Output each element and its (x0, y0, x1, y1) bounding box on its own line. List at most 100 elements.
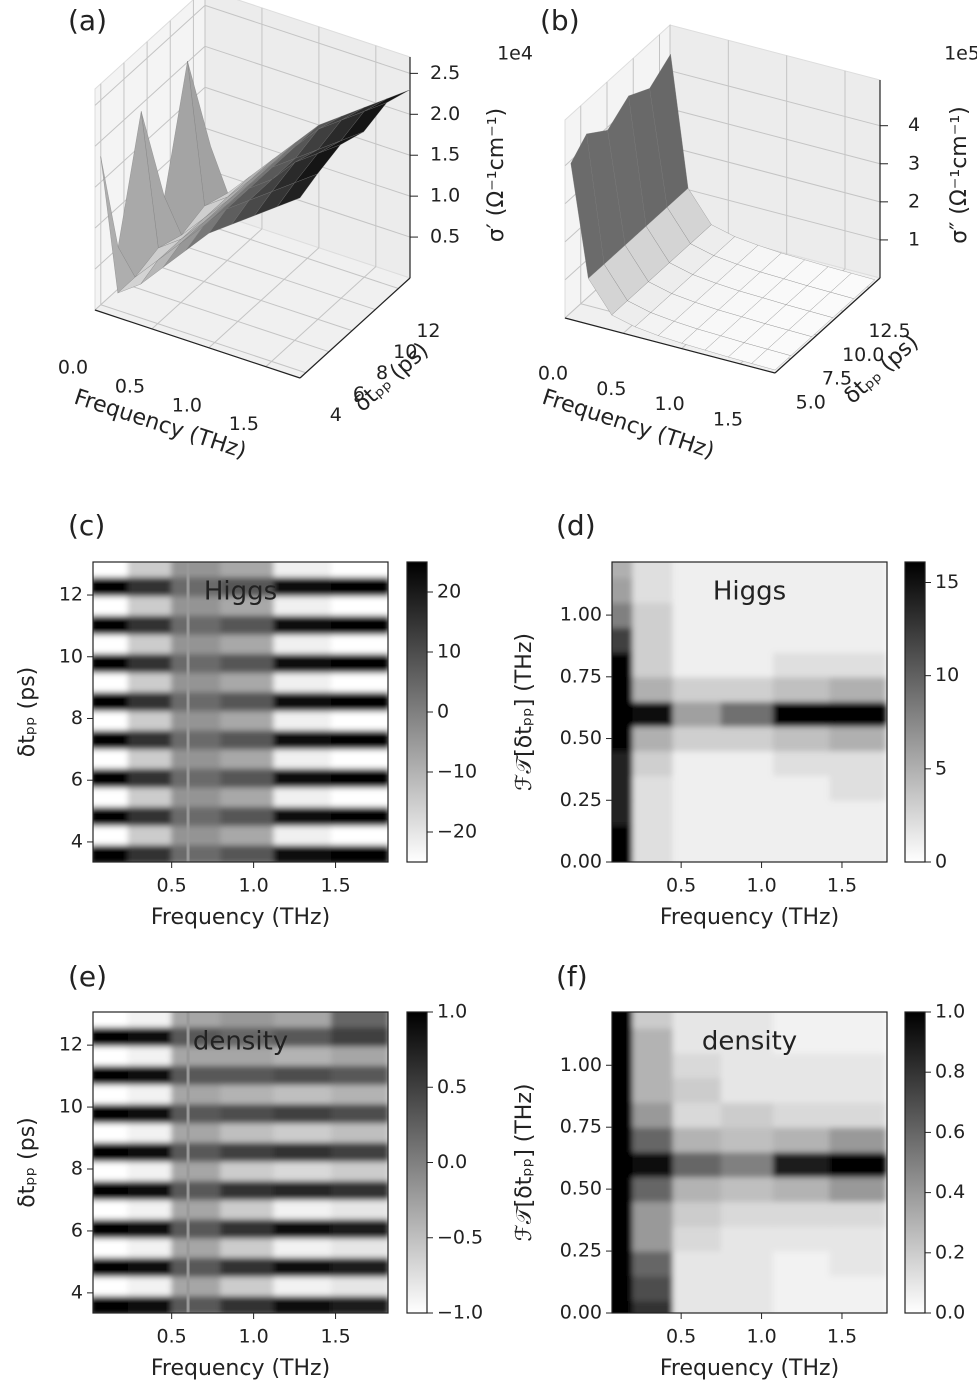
heatmap-cell (330, 562, 388, 578)
heatmap-cell (829, 1101, 887, 1128)
x-tick-label: 0.5 (157, 1326, 187, 1348)
heatmap-cell (632, 651, 674, 678)
heatmap-cell (672, 725, 722, 752)
y-tick-label: 4 (71, 1281, 83, 1303)
heatmap-cell (773, 750, 831, 777)
heatmap-cell (220, 1295, 275, 1313)
heatmap-cell (632, 602, 674, 628)
heatmap-cell (720, 562, 775, 579)
colorbar-tick-label: 0.2 (935, 1241, 965, 1263)
annotation: density (702, 1027, 797, 1057)
colorbar-tick-label: 0.0 (935, 1302, 965, 1324)
heatmap-cell (273, 1083, 332, 1105)
surface-patch (751, 349, 792, 371)
heatmap-cell (720, 849, 775, 862)
heatmap-cell (672, 1225, 722, 1252)
heatmap-cell (127, 748, 173, 769)
heatmap-cell (720, 824, 775, 851)
heatmap-cell (672, 799, 722, 826)
heatmap-cell (672, 1027, 722, 1054)
heatmap-cell (127, 652, 173, 673)
heatmap-cell (273, 595, 332, 616)
heatmap-cell (330, 825, 388, 846)
heatmap-cell (330, 1237, 388, 1258)
heatmap-cell (171, 1045, 222, 1066)
heatmap-cell (171, 1141, 222, 1162)
heatmap-cell (127, 691, 173, 712)
plot-frame (611, 1011, 888, 1314)
heatmap-cell (612, 1101, 634, 1128)
heatmap-cell (829, 1027, 887, 1054)
heatmap-cell (829, 1275, 887, 1302)
heatmap-cell (220, 1141, 275, 1162)
heatmap-cell (330, 1218, 388, 1239)
heatmap-cell (220, 805, 275, 827)
panel-label: (c) (68, 509, 105, 542)
heatmap-cell (612, 577, 634, 604)
heatmap-cell (330, 1083, 388, 1105)
y-axis-label: δtₚₚ (ps) (350, 338, 434, 417)
heatmap-cell (171, 1256, 222, 1277)
colorbar (406, 561, 428, 863)
heatmap-cell (171, 576, 222, 597)
heatmap-cell (127, 1012, 173, 1028)
heatmap-cell (171, 844, 222, 862)
heatmap-cell (171, 729, 222, 750)
heatmap-cell (273, 576, 332, 597)
heatmap-cell (127, 671, 173, 693)
y-axis-label: δtₚₚ (ps) (15, 667, 40, 758)
y-tick-label: 4 (71, 830, 83, 852)
heatmap-cell (127, 1103, 173, 1124)
y-tick-label: 0.00 (560, 1302, 602, 1324)
z-tick-label: 1.0 (430, 185, 460, 207)
x-axis-label: Frequency (THz) (660, 905, 839, 930)
annotation: density (193, 1027, 288, 1057)
heatmap-cell (672, 676, 722, 703)
heatmap-cell (632, 577, 674, 604)
heatmap-cell (171, 767, 222, 788)
plot-frame (92, 1011, 389, 1314)
heatmap-cell (720, 799, 775, 826)
heatmap-cell (720, 1027, 775, 1054)
heatmap-cell (330, 710, 388, 731)
heatmap-cell (171, 1275, 222, 1297)
heatmap-cell (720, 1201, 775, 1227)
z-tick-label: 1.5 (430, 144, 460, 166)
heatmap-cell (720, 1077, 775, 1103)
heatmap-cell (171, 652, 222, 673)
heatmap-cell (171, 1199, 222, 1220)
heatmap-cell (773, 676, 831, 703)
heatmap-cell (632, 775, 674, 801)
z-tick-label: 2 (908, 190, 920, 212)
heatmap-cell (171, 805, 222, 827)
colorbar-tick-label: −10 (437, 761, 477, 783)
heatmap-cell (672, 1012, 722, 1029)
y-tick-label: 12 (59, 1034, 83, 1056)
z-tick-label: 2.0 (430, 103, 460, 125)
heatmap-cell (773, 725, 831, 752)
heatmap-cell (330, 1295, 388, 1313)
heatmap-cell (612, 750, 634, 777)
heatmap-cell (632, 1101, 674, 1128)
colorbar-tick-label: 1.0 (437, 1001, 467, 1023)
heatmap-cell (273, 729, 332, 750)
heatmap-cell (773, 1225, 831, 1252)
heatmap-cell (612, 562, 634, 579)
heatmap-cell (829, 775, 887, 801)
heatmap-cell (220, 1012, 275, 1028)
heatmap-cell (93, 633, 129, 654)
heatmap-cell (612, 1275, 634, 1302)
x-axis-label: Frequency (THz) (151, 905, 330, 930)
heatmap-cell (773, 1101, 831, 1128)
y-tick-label: 8 (71, 707, 83, 729)
colorbar-tick-label: 0.6 (935, 1121, 965, 1143)
heatmap-cell (773, 824, 831, 851)
heatmap-cell (672, 1201, 722, 1227)
heatmap-cell (773, 701, 831, 727)
heatmap-cell (672, 775, 722, 801)
heatmap-cell (829, 1151, 887, 1178)
y-axis-label: ℱ𝒯[δtₚₚ] (THz) (512, 1084, 537, 1242)
z-tick-label: 0.5 (430, 226, 460, 248)
panel-label: (d) (556, 509, 596, 542)
